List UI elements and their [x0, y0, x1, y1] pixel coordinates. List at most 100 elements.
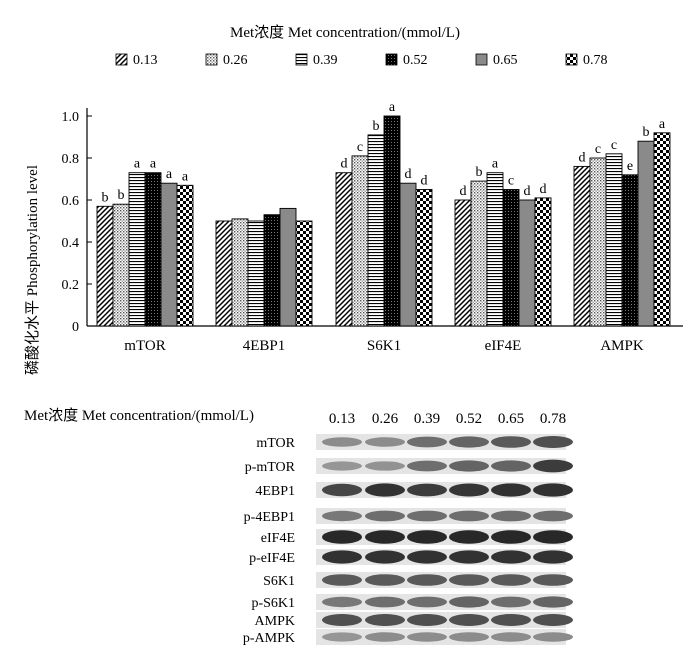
wb-band: [407, 483, 447, 497]
significance-label: a: [134, 157, 141, 172]
legend-swatch: [565, 53, 578, 66]
wb-band-label: eIF4E: [261, 531, 295, 546]
wb-band: [322, 510, 362, 522]
wb-band: [533, 459, 573, 473]
legend-swatch: [115, 53, 128, 66]
legend-label: 0.65: [493, 53, 518, 68]
bar: [215, 220, 233, 327]
significance-label: c: [508, 174, 514, 189]
wb-band: [449, 436, 489, 448]
wb-band: [322, 574, 362, 586]
legend-swatch: [205, 53, 218, 66]
wb-band: [533, 614, 573, 626]
wb-band: [322, 530, 362, 544]
wb-band: [365, 596, 405, 608]
wb-band: [365, 483, 405, 497]
bar: [415, 189, 433, 327]
y-tick-label: 1.0: [62, 110, 80, 125]
significance-label: b: [118, 188, 125, 203]
significance-label: d: [460, 184, 467, 199]
y-tick-label: 0.2: [62, 278, 80, 293]
wb-band-label: p-S6K1: [251, 596, 295, 611]
legend-label: 0.13: [133, 53, 158, 68]
bar: [637, 140, 655, 327]
legend-swatch: [475, 53, 488, 66]
wb-band: [365, 632, 405, 642]
significance-label: e: [627, 159, 633, 174]
wb-band: [491, 596, 531, 608]
bar: [573, 165, 591, 327]
wb-band: [322, 614, 362, 626]
wb-band: [533, 550, 573, 564]
significance-label: d: [421, 174, 428, 189]
wb-band: [407, 436, 447, 448]
legend-label: 0.78: [583, 53, 608, 68]
wb-band: [365, 461, 405, 471]
significance-label: d: [540, 182, 547, 197]
significance-label: d: [579, 150, 586, 165]
significance-label: a: [182, 169, 189, 184]
x-category-label: mTOR: [124, 338, 165, 354]
bar: [263, 214, 281, 327]
wb-concentration-label: 0.26: [372, 411, 399, 427]
bar: [383, 115, 401, 327]
wb-band-label: p-eIF4E: [249, 551, 295, 566]
chart-title: Met浓度 Met concentration/(mmol/L): [230, 24, 460, 41]
y-tick-label: 0.4: [62, 236, 80, 251]
bar: [653, 132, 671, 327]
significance-label: a: [492, 157, 499, 172]
wb-band: [533, 596, 573, 608]
wb-band: [533, 632, 573, 642]
wb-band: [407, 596, 447, 608]
significance-label: a: [659, 117, 666, 132]
y-axis-label: 磷酸化水平 Phosphorylation level: [24, 165, 41, 375]
wb-band-label: mTOR: [256, 436, 295, 451]
wb-band: [365, 614, 405, 626]
wb-band: [365, 530, 405, 544]
bar: [486, 172, 504, 327]
wb-concentration-label: 0.39: [414, 411, 440, 427]
bar: [144, 172, 162, 327]
legend-label: 0.52: [403, 53, 428, 68]
x-category-labels: mTOR 4EBP1 S6K1 eIF4E AMPK: [124, 338, 644, 354]
legend-label: 0.39: [313, 53, 338, 68]
wb-band: [449, 510, 489, 522]
wb-band: [533, 530, 573, 544]
wb-band: [322, 461, 362, 471]
wb-concentration-label: 0.52: [456, 411, 482, 427]
wb-band: [407, 574, 447, 586]
wb-band-label: p-AMPK: [243, 631, 295, 646]
wb-band: [407, 530, 447, 544]
wb-band-label: p-4EBP1: [244, 510, 295, 525]
wb-band-label: 4EBP1: [255, 484, 295, 499]
wb-band: [365, 437, 405, 447]
bar: [176, 184, 194, 327]
wb-band: [322, 437, 362, 447]
y-ticks: 0 0.2 0.4 0.6 0.8 1.0: [62, 110, 92, 335]
wb-band: [365, 510, 405, 522]
bar: [454, 199, 472, 327]
x-category-label: AMPK: [600, 338, 644, 354]
wb-concentration-label: 0.65: [498, 411, 524, 427]
wb-band: [407, 614, 447, 626]
significance-label: c: [357, 140, 363, 155]
wb-band: [491, 510, 531, 522]
legend-label: 0.26: [223, 53, 248, 68]
wb-band: [407, 460, 447, 472]
legend: 0.13 0.26 0.39 0.52 0.65 0.78: [115, 53, 608, 68]
significance-label: a: [389, 100, 396, 115]
significance-label: b: [102, 190, 109, 205]
wb-band: [491, 614, 531, 626]
bar: [128, 172, 146, 327]
wb-band: [322, 596, 362, 608]
wb-band: [449, 574, 489, 586]
bar: [605, 153, 623, 327]
wb-band-label: p-mTOR: [245, 460, 296, 475]
legend-swatch: [295, 53, 308, 66]
bar: [247, 220, 265, 327]
bar: [367, 134, 385, 327]
bar: [518, 199, 536, 327]
wb-band-label: S6K1: [263, 574, 295, 589]
